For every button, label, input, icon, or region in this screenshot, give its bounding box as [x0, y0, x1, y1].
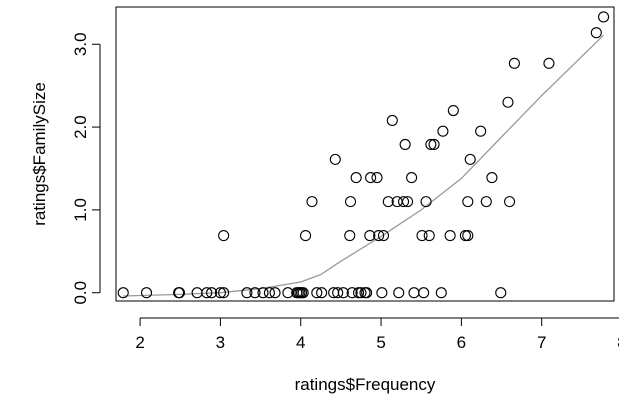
data-point — [346, 287, 358, 299]
data-point — [241, 287, 253, 299]
data-point — [382, 196, 394, 208]
data-point — [406, 172, 418, 184]
x-axis-title: ratings$Frequency — [295, 375, 436, 394]
data-point — [495, 287, 507, 299]
data-point — [371, 172, 383, 184]
data-point — [218, 287, 230, 299]
data-point — [373, 230, 385, 242]
data-point — [214, 287, 226, 299]
x-tick-label: 7 — [537, 333, 546, 352]
data-point — [502, 96, 514, 108]
data-point — [398, 196, 410, 208]
data-point — [218, 230, 230, 242]
x-tick-label: 6 — [457, 333, 466, 352]
data-point — [475, 125, 487, 137]
data-point — [350, 172, 362, 184]
data-point — [344, 230, 356, 242]
plot-area — [115, 6, 615, 302]
x-tick-label: 8 — [617, 333, 619, 352]
data-point — [462, 230, 474, 242]
y-axis: 0.0 1.0 2.0 3.0 — [71, 32, 101, 305]
data-point — [365, 172, 377, 184]
data-point — [263, 287, 275, 299]
data-point — [508, 57, 520, 69]
y-tick-label: 1.0 — [71, 198, 90, 222]
data-point — [543, 57, 555, 69]
data-point — [316, 287, 328, 299]
x-tick-label: 4 — [296, 333, 305, 352]
data-point — [399, 138, 411, 151]
data-point — [420, 196, 432, 208]
data-point — [590, 27, 602, 39]
data-point — [337, 287, 349, 299]
data-point — [377, 230, 390, 242]
data-point — [206, 287, 218, 299]
x-tick-label: 5 — [376, 333, 385, 352]
smoothed-trend-line — [123, 34, 605, 297]
data-point — [306, 196, 318, 208]
data-point — [201, 287, 213, 299]
data-point — [173, 287, 186, 299]
data-point — [598, 11, 610, 23]
data-point — [191, 287, 203, 299]
data-point — [416, 230, 428, 242]
y-tick-label: 0.0 — [71, 281, 90, 305]
data-point — [297, 287, 309, 299]
data-point — [332, 287, 344, 299]
data-point — [393, 287, 405, 299]
data-point — [300, 230, 312, 242]
data-point — [329, 153, 341, 165]
data-point — [355, 287, 367, 299]
data-point — [447, 104, 459, 117]
x-tick-label: 3 — [216, 333, 225, 352]
data-point — [408, 287, 420, 299]
data-point — [504, 196, 516, 208]
data-point — [437, 125, 449, 137]
data-point — [249, 287, 261, 299]
data-point — [376, 287, 388, 299]
data-point — [311, 287, 323, 299]
data-point — [140, 287, 153, 299]
data-point — [425, 138, 437, 151]
y-tick-label: 2.0 — [71, 115, 90, 139]
y-axis-title: ratings$FamilySize — [30, 82, 49, 226]
data-point — [386, 114, 398, 127]
data-point — [462, 196, 474, 208]
data-point — [444, 230, 456, 242]
data-point — [435, 287, 447, 299]
data-point — [361, 287, 373, 299]
data-point — [257, 287, 269, 299]
data-point — [353, 287, 365, 299]
data-point — [269, 287, 281, 299]
data-point — [459, 230, 471, 242]
data-point — [344, 196, 357, 208]
data-point — [364, 230, 376, 242]
data-point — [464, 153, 476, 165]
x-axis: 2 3 4 5 6 7 8 — [135, 317, 619, 352]
x-tick-label: 2 — [135, 333, 144, 352]
data-point — [402, 196, 414, 208]
data-point — [423, 230, 435, 242]
data-point — [486, 172, 498, 184]
plot-frame — [115, 6, 615, 302]
y-tick-label: 3.0 — [71, 32, 90, 56]
data-point — [117, 287, 129, 299]
data-point — [428, 138, 440, 151]
data-point — [480, 196, 492, 208]
data-point — [418, 287, 430, 299]
data-points — [117, 11, 610, 299]
